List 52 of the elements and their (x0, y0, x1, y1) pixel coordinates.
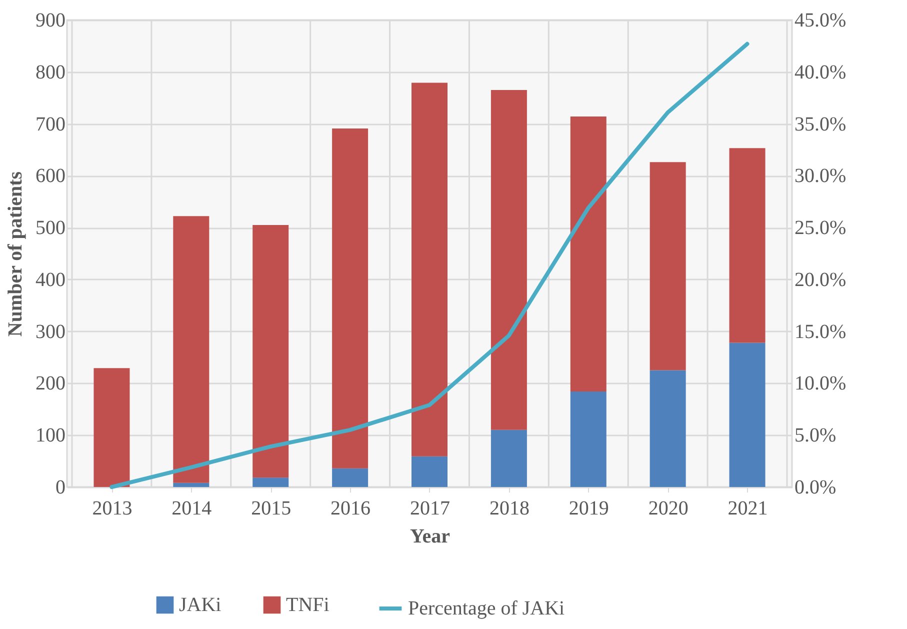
x-tick-label: 2021 (728, 498, 768, 520)
y2-tick-label: 45.0% (794, 10, 846, 32)
bar (412, 456, 448, 487)
y-tick-label: 900 (36, 10, 66, 32)
bar (94, 368, 130, 487)
y-tick-label: 200 (36, 372, 66, 395)
y2-tick-label: 0.0% (794, 476, 836, 498)
y-tick-label: 100 (36, 424, 66, 447)
x-tick-label: 2017 (410, 498, 450, 520)
x-tick-label: 2018 (489, 498, 530, 520)
bar (729, 148, 766, 343)
line-series (110, 42, 750, 489)
bar (570, 392, 606, 487)
y2-tick-label: 35.0% (794, 113, 846, 136)
y2-tick-label: 40.0% (794, 61, 846, 84)
bar (570, 116, 606, 392)
y-tick-label: 600 (36, 165, 66, 188)
y2-tick-label: 5.0% (794, 424, 836, 447)
x-tick-label: 2013 (92, 498, 132, 520)
y-tick-label: 0 (56, 476, 66, 498)
x-axis-title: Year (410, 526, 450, 548)
y2-tick-label: 10.0% (794, 372, 846, 395)
y2-tick-label: 20.0% (794, 268, 846, 291)
bar (729, 342, 766, 487)
bar (252, 478, 289, 487)
x-tick-label: 2016 (330, 498, 371, 520)
y2-tick-label: 25.0% (794, 217, 846, 240)
legend-label: Percentage of JAKi (408, 598, 566, 620)
y2-tick-label: 15.0% (794, 320, 846, 343)
x-tick-label: 2015 (251, 498, 292, 520)
bar (252, 224, 289, 478)
bar (490, 90, 527, 430)
x-tick-label: 2020 (648, 498, 688, 520)
bar (332, 468, 368, 487)
legend-label: TNFi (286, 594, 330, 616)
y-tick-label: 300 (36, 320, 66, 343)
bar (650, 162, 686, 370)
x-tick-label: 2019 (568, 498, 609, 520)
bar (173, 216, 210, 483)
x-tick-label: 2014 (172, 498, 212, 520)
bar (173, 482, 210, 487)
y-axis-title: Number of patients (4, 171, 26, 337)
bar (412, 82, 448, 456)
y-tick-label: 400 (36, 268, 66, 291)
legend-label: JAKi (179, 594, 222, 616)
y-tick-label: 500 (36, 217, 66, 240)
y-tick-label: 700 (36, 113, 66, 136)
bar (650, 370, 686, 487)
y2-tick-label: 30.0% (794, 165, 846, 188)
bar (490, 430, 527, 487)
bar (332, 128, 368, 468)
y-tick-label: 800 (36, 61, 66, 84)
